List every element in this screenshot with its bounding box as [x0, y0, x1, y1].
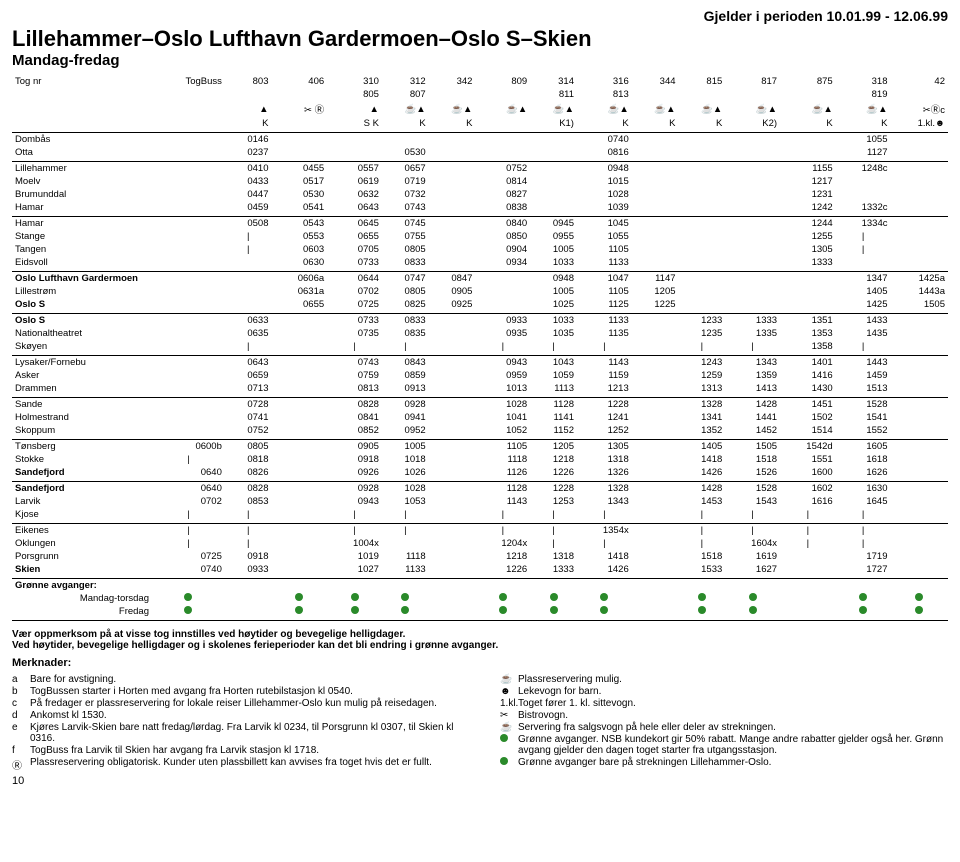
notes-left-col: aBare for avstigning.bTogBussen starter … [12, 673, 460, 773]
validity-period: Gjelder i perioden 10.01.99 - 12.06.99 [12, 8, 948, 24]
notes-intro-1: Vær oppmerksom på at visse tog innstille… [12, 629, 948, 640]
page-number: 10 [12, 775, 948, 787]
notes-section: Vær oppmerksom på at visse tog innstille… [12, 629, 948, 773]
notes-right-col: ☕Plassreservering mulig.☻Lekevogn for ba… [500, 673, 948, 773]
merknader-title: Merknader: [12, 657, 948, 669]
timetable: Tog nrTogBuss803406310312342809314316344… [12, 75, 948, 621]
notes-intro-2: Ved høytider, bevegelige helligdager og … [12, 640, 948, 651]
days-label: Mandag-fredag [12, 52, 948, 69]
route-title: Lillehammer–Oslo Lufthavn Gardermoen–Osl… [12, 26, 948, 52]
